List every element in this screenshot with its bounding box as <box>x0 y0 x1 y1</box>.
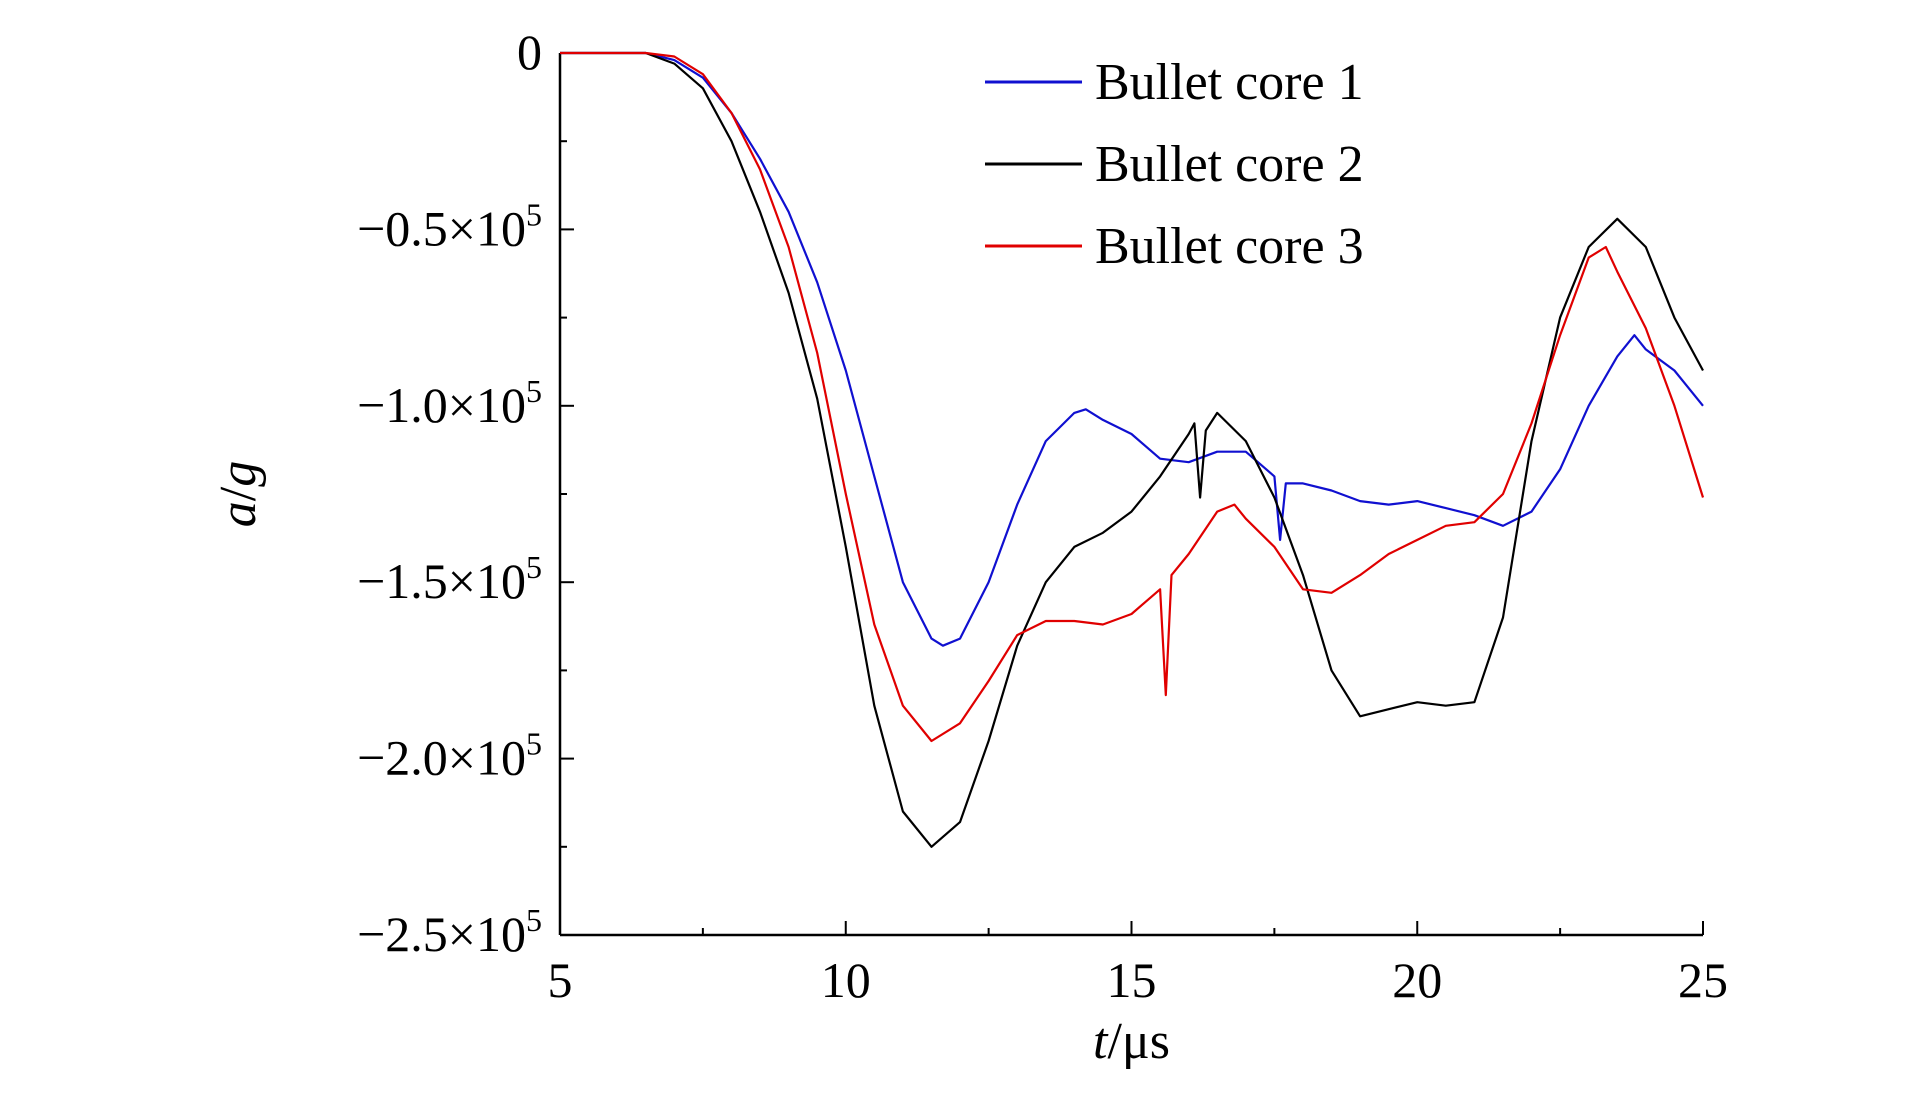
series-line-1 <box>560 51 1704 647</box>
legend-label-2: Bullet core 2 <box>1095 136 1364 193</box>
series-line-3 <box>560 51 1705 743</box>
y-tick-label: −2.5×105 <box>357 902 542 962</box>
axes: 5 10 15 20 25 0 −0.5×105 −1.0×105 −1.5×105 −2.0×1… <box>210 24 1728 1070</box>
x-tick-label: 5 <box>548 952 573 1008</box>
y-tick-label: 0 <box>517 24 542 80</box>
x-tick-label: 10 <box>821 952 871 1008</box>
series-lines <box>560 51 1705 848</box>
y-tick-label: −1.0×105 <box>357 373 542 433</box>
x-tick-label: 15 <box>1107 952 1157 1008</box>
y-axis-title: a/g <box>210 461 267 527</box>
series-line-2 <box>560 51 1704 848</box>
x-tick-label: 25 <box>1678 952 1728 1008</box>
x-axis-title: t/μs <box>1093 1013 1170 1070</box>
y-tick-label: −1.5×105 <box>357 549 542 609</box>
y-tick-label: −0.5×105 <box>357 196 542 256</box>
legend-label-1: Bullet core 1 <box>1095 54 1364 111</box>
legend-label-3: Bullet core 3 <box>1095 218 1364 275</box>
legend: Bullet core 1 Bullet core 2 Bullet core 3 <box>985 54 1364 275</box>
x-tick-label: 20 <box>1392 952 1442 1008</box>
y-tick-label: −2.0×105 <box>357 726 542 786</box>
